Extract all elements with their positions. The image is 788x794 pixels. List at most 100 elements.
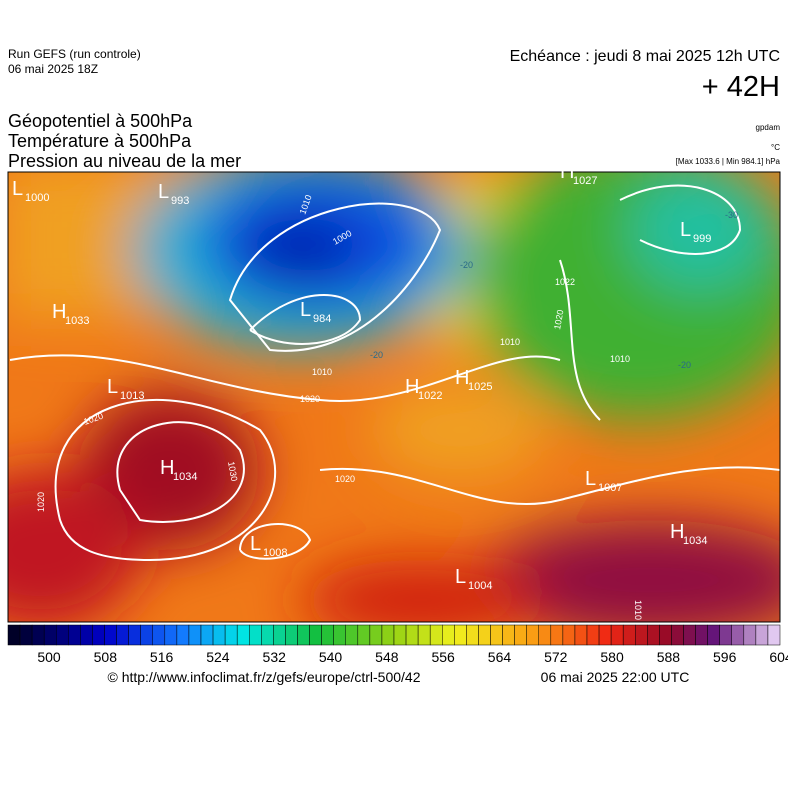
- center-value: 1034: [173, 471, 197, 483]
- colorbar-cell: [116, 624, 129, 646]
- colorbar-cell: [743, 624, 757, 646]
- colorbar-cell: [7, 624, 21, 646]
- colorbar-cell: [695, 624, 708, 646]
- colorbar-cell: [176, 624, 190, 646]
- colorbar-cell: [68, 624, 81, 646]
- colorbar-cell: [647, 624, 660, 646]
- colorbar-cell: [309, 624, 322, 646]
- temperature-label: -20: [370, 350, 383, 360]
- center-type: L: [250, 533, 261, 555]
- colorbar-cell: [104, 624, 117, 646]
- colorbar-cell: [212, 624, 226, 646]
- colorbar-cell: [393, 624, 407, 646]
- colorbar-cell: [478, 624, 491, 646]
- map-field: [8, 172, 780, 622]
- colorbar-cell: [164, 624, 178, 646]
- isobar-label: 1030: [226, 461, 239, 482]
- colorbar-cell: [333, 624, 346, 646]
- colorbar-cell: [538, 624, 552, 646]
- colorbar-cell: [261, 624, 274, 646]
- colorbar-cell: [671, 624, 684, 646]
- isobar-label: 1020: [335, 474, 355, 484]
- center-value: 1033: [65, 315, 89, 327]
- center-type: L: [158, 181, 169, 203]
- colorbar-cell: [273, 624, 286, 646]
- colorbar-cell: [635, 624, 648, 646]
- colorbar-cell: [321, 624, 334, 646]
- colorbar-cell: [140, 624, 153, 646]
- colorbar-cell: [562, 624, 576, 646]
- pressure-range: [Max 1033.6 | Min 984.1] hPa: [676, 157, 781, 166]
- colorbar-tick: 548: [375, 649, 399, 665]
- isobar-label: 1020: [36, 492, 46, 512]
- colorbar-cell: [417, 624, 431, 646]
- run-date: 06 mai 2025 18Z: [8, 62, 98, 76]
- colorbar-cell: [550, 624, 564, 646]
- center-value: 1013: [120, 390, 144, 402]
- center-type: L: [300, 299, 311, 321]
- center-value: 1007: [598, 482, 622, 494]
- isobar-label: 1022: [555, 277, 575, 287]
- colorbar-cell: [43, 624, 57, 646]
- isobar-label: 1010: [633, 600, 643, 620]
- map-frame: [7, 171, 781, 623]
- colorbar-cell: [610, 624, 624, 646]
- colorbar-cell: [345, 624, 359, 646]
- colorbar-tick: 580: [600, 649, 624, 665]
- center-type: H: [560, 161, 574, 183]
- colorbar-cell: [622, 624, 636, 646]
- lead-time: + 42H: [702, 71, 780, 103]
- isobars: [9, 184, 780, 562]
- colorbar-tick: 556: [431, 649, 455, 665]
- colorbar-cell: [719, 624, 732, 646]
- title-pressure: Pression au niveau de la mer: [8, 151, 241, 171]
- colorbar-cell: [502, 624, 515, 646]
- title-geopotential: Géopotentiel à 500hPa: [8, 111, 193, 131]
- colorbar-cell: [357, 624, 371, 646]
- temperature-label: -20: [460, 260, 473, 270]
- colorbar-cell: [598, 624, 612, 646]
- colorbar-tick: 588: [657, 649, 681, 665]
- colorbar-cell: [405, 624, 419, 646]
- colorbar-tick: 564: [488, 649, 512, 665]
- colorbar-cell: [683, 624, 696, 646]
- colorbar-tick: 516: [150, 649, 174, 665]
- colorbar-cell: [755, 624, 769, 646]
- colorbar-cell: [574, 624, 588, 646]
- center-value: 1022: [418, 390, 442, 402]
- colorbar-cell: [188, 624, 202, 646]
- colorbar-tick: 540: [319, 649, 343, 665]
- colorbar-cell: [152, 624, 166, 646]
- center-type: L: [12, 178, 23, 200]
- colorbar-cell: [249, 624, 262, 646]
- colorbar-tick: 596: [713, 649, 737, 665]
- center-type: L: [455, 566, 466, 588]
- footer-time: 06 mai 2025 22:00 UTC: [541, 669, 690, 685]
- center-value: 1034: [683, 535, 707, 547]
- center-type: L: [585, 468, 596, 490]
- center-value: 999: [693, 233, 711, 245]
- temperature-label: -30: [725, 210, 738, 220]
- colorbar-cell: [381, 624, 395, 646]
- center-type: L: [680, 219, 691, 241]
- colorbar-cell: [369, 624, 383, 646]
- isobar-label: 1020: [300, 394, 320, 404]
- colorbar-cell: [490, 624, 503, 646]
- colorbar-tick: 500: [37, 649, 61, 665]
- colorbar-cell: [200, 624, 214, 646]
- colorbar-cell: [707, 624, 720, 646]
- colorbar-cell: [56, 624, 69, 646]
- center-value: 984: [313, 313, 331, 325]
- temperature-label: -20: [678, 360, 691, 370]
- colorbar-tick: 508: [94, 649, 118, 665]
- run-label: Run GEFS (run controle): [8, 47, 141, 61]
- title-temperature: Température à 500hPa: [8, 131, 192, 151]
- colorbar-cell: [128, 624, 141, 646]
- colorbar-tick: 532: [263, 649, 287, 665]
- colorbar-cell: [586, 624, 600, 646]
- footer-url: © http://www.infoclimat.fr/z/gefs/europe…: [107, 669, 420, 685]
- echeance: Echéance : jeudi 8 mai 2025 12h UTC: [510, 48, 780, 65]
- isobar-label: 1020: [552, 309, 565, 330]
- colorbar-cell: [429, 624, 443, 646]
